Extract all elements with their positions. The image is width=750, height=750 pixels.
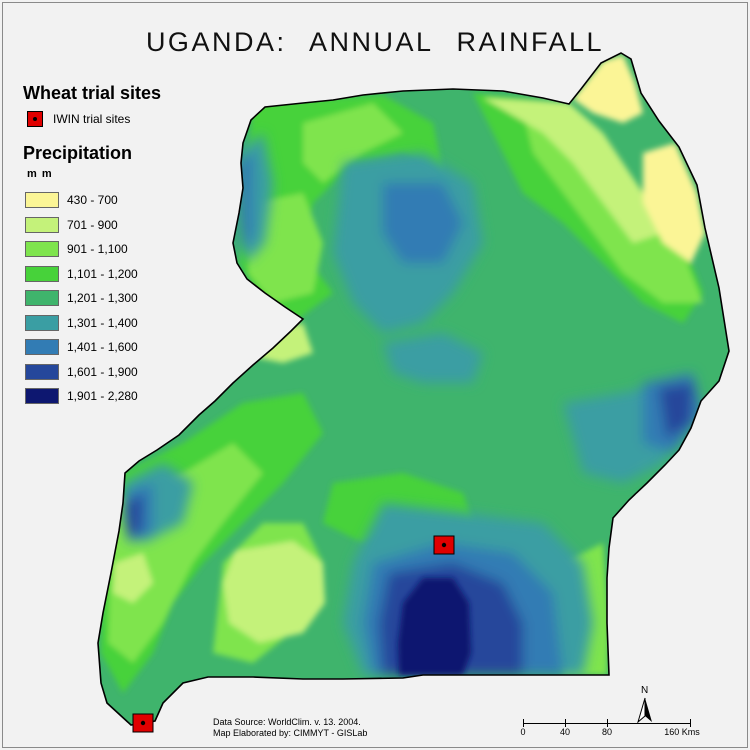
trial-site-marker[interactable] bbox=[433, 535, 455, 555]
legend-swatch bbox=[25, 388, 59, 404]
sites-legend-label: IWIN trial sites bbox=[53, 112, 131, 126]
scale-line bbox=[523, 723, 690, 724]
scale-tick bbox=[565, 719, 566, 727]
scale-label: 0 bbox=[520, 727, 526, 737]
rainfall-surface bbox=[98, 53, 729, 725]
scale-tick bbox=[690, 719, 691, 727]
legend-label: 1,101 - 1,200 bbox=[67, 266, 138, 281]
legend-swatch bbox=[25, 339, 59, 355]
precipitation-unit: m m bbox=[27, 168, 53, 180]
scale-label: 80 bbox=[601, 727, 613, 737]
scale-bar: 0 40 80 160 Kms bbox=[518, 715, 700, 741]
scale-tick bbox=[607, 719, 608, 727]
north-arrow-icon bbox=[637, 697, 652, 724]
scale-tick bbox=[523, 719, 524, 727]
legend-label: 701 - 900 bbox=[67, 217, 118, 232]
sites-legend-title: Wheat trial sites bbox=[23, 83, 162, 103]
legend-label: 1,601 - 1,900 bbox=[67, 364, 138, 379]
legend-swatch bbox=[25, 241, 59, 257]
trial-site-marker[interactable] bbox=[132, 713, 154, 733]
legend-label: 1,201 - 1,300 bbox=[67, 291, 138, 305]
data-source-note: Data Source: WorldClim. v. 13. 2004. Map… bbox=[213, 717, 367, 739]
north-arrow: N bbox=[630, 685, 660, 725]
legend-label: 1,401 - 1,600 bbox=[67, 340, 138, 354]
precipitation-legend-title: Precipitation bbox=[23, 143, 133, 163]
legend-swatch bbox=[25, 192, 59, 208]
legend-swatch bbox=[25, 265, 59, 282]
legend-swatch bbox=[25, 314, 59, 331]
legend-swatch bbox=[25, 216, 59, 233]
uganda-rainfall-map bbox=[97, 52, 730, 733]
scale-label: 40 bbox=[559, 727, 571, 737]
north-label: N bbox=[641, 685, 649, 696]
scale-label: 160 Kms bbox=[664, 727, 700, 737]
legend-label: 1,901 - 2,280 bbox=[67, 389, 138, 403]
legend-swatch bbox=[25, 363, 59, 380]
legend-label: 430 - 700 bbox=[67, 193, 118, 207]
legend-label: 1,301 - 1,400 bbox=[67, 315, 138, 330]
trial-site-symbol bbox=[27, 111, 43, 127]
legend-swatch bbox=[25, 290, 59, 306]
map-credit-line: Map Elaborated by: CIMMYT - GISLab bbox=[213, 728, 368, 738]
data-source-line: Data Source: WorldClim. v. 13. 2004. bbox=[213, 717, 361, 727]
map-title: UGANDA: ANNUAL RAINFALL bbox=[145, 27, 605, 57]
legend-label: 901 - 1,100 bbox=[67, 242, 128, 256]
